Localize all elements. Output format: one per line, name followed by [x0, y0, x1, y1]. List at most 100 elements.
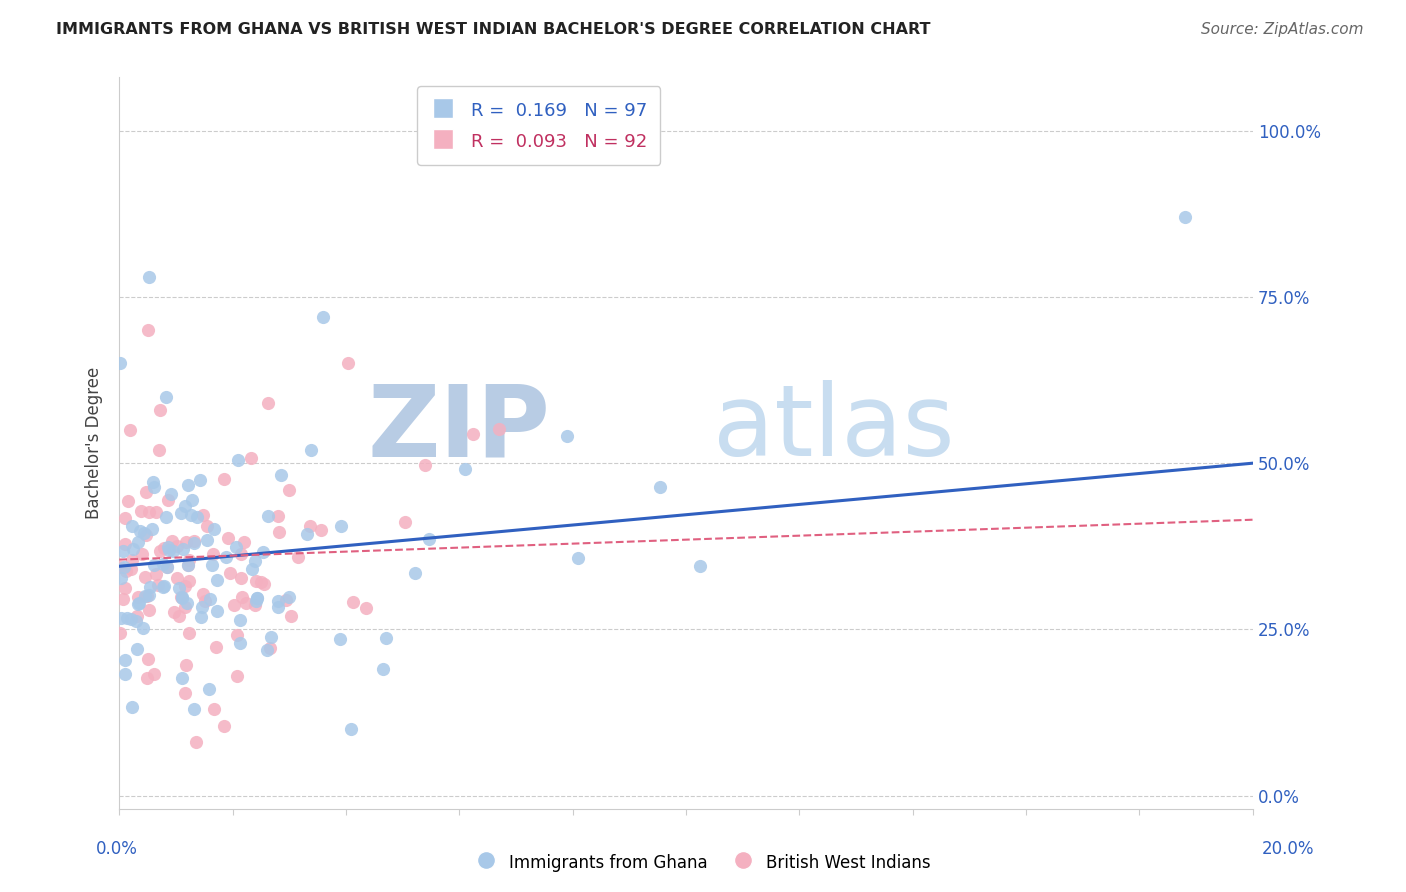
Point — [201, 547, 224, 561]
Point — [131, 547, 153, 561]
Point — [127, 642, 149, 657]
Point — [129, 504, 152, 518]
Point — [274, 592, 297, 607]
Point — [152, 580, 174, 594]
Point — [179, 552, 201, 566]
Point — [180, 493, 202, 508]
Point — [170, 590, 193, 604]
Legend: R =  0.169   N = 97, R =  0.093   N = 92: R = 0.169 N = 97, R = 0.093 N = 92 — [418, 87, 661, 165]
Point — [134, 526, 156, 541]
Point — [146, 577, 169, 591]
Point — [127, 590, 149, 604]
Point — [177, 558, 200, 573]
Point — [193, 587, 215, 601]
Point — [141, 522, 163, 536]
Point — [173, 579, 195, 593]
Point — [287, 549, 309, 564]
Point — [193, 508, 215, 523]
Point — [309, 523, 332, 537]
Point — [231, 591, 253, 605]
Point — [128, 596, 150, 610]
Point — [259, 641, 281, 656]
Point — [149, 403, 172, 417]
Point — [190, 599, 212, 614]
Point — [312, 310, 335, 324]
Point — [295, 527, 318, 541]
Point — [371, 662, 394, 676]
Point — [114, 511, 136, 525]
Point — [138, 603, 160, 617]
Point — [176, 596, 198, 610]
Point — [142, 558, 165, 572]
Point — [114, 667, 136, 681]
Point — [222, 598, 245, 612]
Point — [207, 604, 229, 618]
Point — [177, 477, 200, 491]
Point — [267, 509, 290, 524]
Point — [648, 480, 671, 494]
Point — [195, 533, 218, 547]
Point — [135, 485, 157, 500]
Point — [177, 574, 200, 589]
Point — [329, 632, 352, 646]
Point — [138, 269, 160, 284]
Point — [136, 323, 159, 337]
Point — [156, 492, 179, 507]
Point — [170, 671, 193, 685]
Point — [260, 630, 283, 644]
Point — [138, 505, 160, 519]
Point — [148, 442, 170, 457]
Point — [194, 594, 217, 608]
Point — [157, 543, 180, 558]
Point — [205, 640, 228, 655]
Point — [198, 682, 221, 697]
Point — [122, 541, 145, 556]
Point — [110, 356, 132, 370]
Point — [125, 609, 148, 624]
Point — [337, 356, 360, 370]
Point — [174, 657, 197, 672]
Point — [114, 581, 136, 595]
Point — [153, 579, 176, 593]
Point — [120, 612, 142, 626]
Text: IMMIGRANTS FROM GHANA VS BRITISH WEST INDIAN BACHELOR'S DEGREE CORRELATION CHART: IMMIGRANTS FROM GHANA VS BRITISH WEST IN… — [56, 22, 931, 37]
Text: 0.0%: 0.0% — [96, 840, 138, 858]
Point — [156, 560, 179, 574]
Point — [121, 699, 143, 714]
Point — [186, 735, 208, 749]
Point — [114, 536, 136, 550]
Point — [114, 653, 136, 667]
Point — [110, 571, 132, 585]
Point — [404, 566, 426, 580]
Point — [555, 428, 578, 442]
Point — [172, 591, 194, 605]
Text: atlas: atlas — [713, 380, 955, 477]
Point — [155, 390, 177, 404]
Point — [195, 519, 218, 533]
Text: ZIP: ZIP — [367, 380, 550, 477]
Point — [246, 591, 269, 606]
Point — [186, 510, 208, 524]
Point — [207, 573, 229, 587]
Point — [217, 531, 239, 545]
Point — [134, 570, 156, 584]
Point — [128, 524, 150, 538]
Point — [135, 671, 157, 685]
Point — [249, 575, 271, 590]
Point — [252, 545, 274, 559]
Point — [239, 451, 262, 466]
Point — [233, 534, 256, 549]
Point — [280, 609, 302, 624]
Point — [136, 590, 159, 604]
Point — [120, 561, 142, 575]
Point — [278, 590, 301, 604]
Point — [183, 536, 205, 550]
Point — [132, 621, 155, 635]
Point — [225, 628, 247, 642]
Point — [228, 613, 250, 627]
Point — [463, 426, 485, 441]
Point — [394, 515, 416, 529]
Point — [121, 553, 143, 567]
Point — [139, 580, 162, 594]
Point — [115, 611, 138, 625]
